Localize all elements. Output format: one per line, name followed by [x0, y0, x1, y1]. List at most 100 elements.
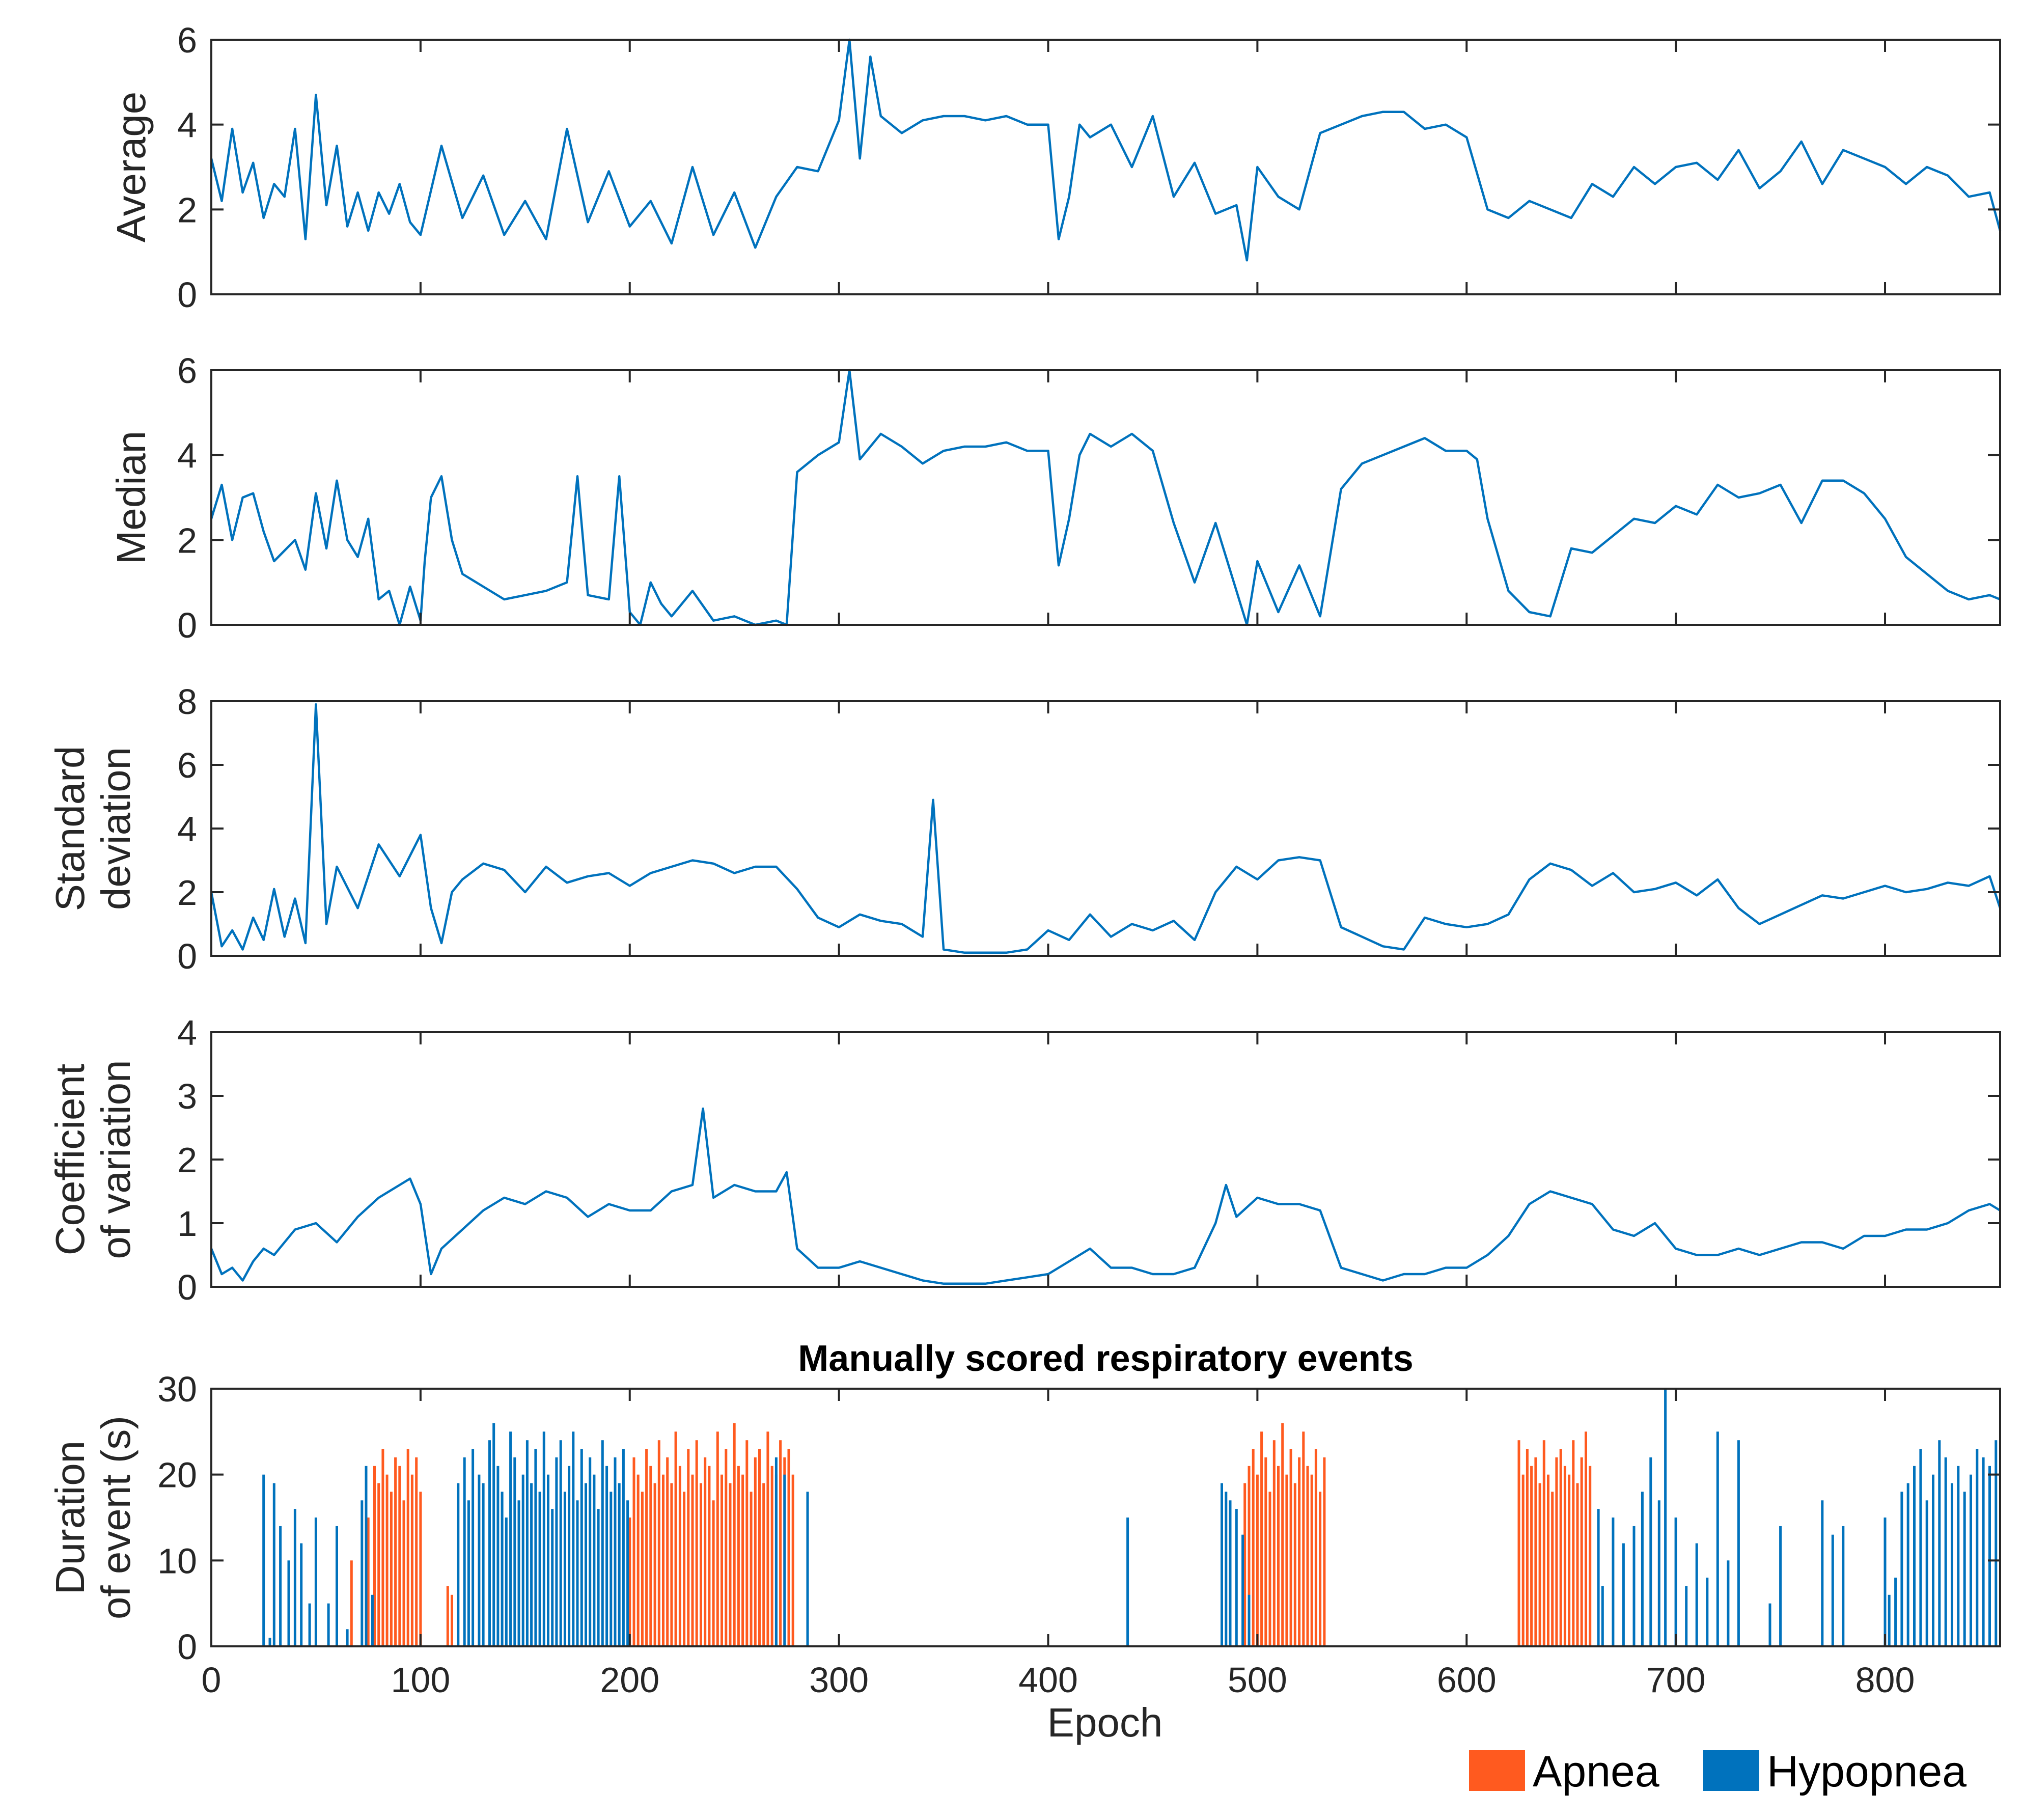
apnea-bar [691, 1474, 694, 1646]
apnea-bar [1252, 1449, 1255, 1646]
hypopnea-bar [1235, 1509, 1238, 1646]
hypopnea-bar [1970, 1474, 1972, 1646]
x-tick-label: 200 [600, 1660, 659, 1700]
axes-box [210, 1031, 2001, 1288]
hypopnea-bar [1695, 1543, 1698, 1646]
apnea-bar [641, 1492, 644, 1646]
y-tick-label: 4 [177, 809, 197, 849]
hypopnea-bar [287, 1560, 290, 1646]
y-tick-label: 20 [157, 1455, 197, 1495]
hypopnea-bar [513, 1457, 516, 1646]
apnea-bar [1264, 1457, 1267, 1646]
x-tick-label: 400 [1018, 1660, 1078, 1700]
axes-box [210, 369, 2001, 626]
hypopnea-bar [517, 1500, 520, 1646]
panel-median: 0 2 4 6 Median [108, 351, 2001, 645]
apnea-bar [662, 1474, 664, 1646]
legend: Apnea Hypopnea [1469, 1747, 1966, 1796]
apnea-bar [657, 1440, 660, 1646]
y-tick-label: 4 [177, 436, 197, 476]
apnea-bar [1277, 1466, 1280, 1646]
apnea-bar [398, 1466, 401, 1646]
apnea-bar [766, 1431, 769, 1646]
hypopnea-bar [1821, 1500, 1824, 1646]
apnea-bar [716, 1431, 719, 1646]
hypopnea-bar [572, 1431, 575, 1646]
y-tick-label: 0 [177, 1627, 197, 1667]
hypopnea-bar [622, 1449, 625, 1646]
apnea-bar [762, 1483, 765, 1646]
axes-box [210, 39, 2001, 295]
y-axis-label: Duration [47, 1441, 93, 1594]
hypopnea-bar [585, 1483, 587, 1646]
apnea-bar [683, 1492, 686, 1646]
hypopnea-bar [589, 1457, 592, 1646]
apnea-bar [636, 1474, 640, 1646]
apnea-bar [721, 1474, 723, 1646]
apnea-bar [402, 1500, 405, 1646]
hypopnea-bar [1641, 1492, 1644, 1646]
apnea-bar [787, 1449, 790, 1646]
hypopnea-bar [1727, 1560, 1730, 1646]
hypopnea-bar [1888, 1594, 1891, 1646]
apnea-bar [750, 1492, 753, 1646]
hypopnea-bar [774, 1457, 778, 1646]
hypopnea-bar [1649, 1457, 1652, 1646]
series-line-median [210, 369, 2001, 626]
hypopnea-bar [568, 1466, 571, 1646]
hypopnea-bar [1768, 1603, 1771, 1646]
apnea-bar [1302, 1431, 1305, 1646]
hypopnea-bar [597, 1509, 600, 1646]
x-tick-label: 600 [1437, 1660, 1497, 1700]
hypopnea-bar [1597, 1509, 1600, 1646]
hypopnea-bar [1779, 1526, 1782, 1646]
series-line-cv [210, 1107, 2001, 1285]
hypopnea-bar [365, 1466, 368, 1646]
apnea-bar [394, 1457, 397, 1646]
hypopnea-bar [1951, 1483, 1953, 1646]
apnea-bar [770, 1466, 773, 1646]
apnea-bar [700, 1483, 702, 1646]
panel-average: 0 2 4 6 Average [108, 20, 2002, 315]
hypopnea-bar [1963, 1492, 1966, 1646]
apnea-bar [674, 1431, 677, 1646]
y-tick-label: 10 [157, 1541, 197, 1581]
apnea-bar [1568, 1474, 1571, 1646]
y-tick-label: 0 [177, 275, 197, 315]
hypopnea-bar [488, 1440, 491, 1646]
hypopnea-bar [492, 1423, 495, 1646]
hypopnea-bar [547, 1474, 549, 1646]
x-tick-label: 700 [1646, 1660, 1706, 1700]
y-tick-label: 6 [177, 351, 197, 391]
y-axis-label: Average [108, 92, 154, 243]
x-tick-label: 0 [202, 1660, 221, 1700]
apnea-bar [1580, 1457, 1583, 1646]
apnea-bar [666, 1457, 669, 1646]
legend-apnea-label: Apnea [1533, 1747, 1659, 1796]
apnea-bar [390, 1492, 393, 1646]
hypopnea-bar [783, 1474, 786, 1646]
apnea-bar [1243, 1483, 1247, 1646]
y-tick-label: 2 [177, 873, 197, 913]
y-tick-label: 6 [177, 20, 197, 60]
hypopnea-bar [505, 1518, 508, 1646]
hypopnea-bar [300, 1543, 303, 1646]
apnea-bar [1542, 1440, 1545, 1646]
y-axis-label: of variation [93, 1060, 139, 1259]
hypopnea-bar [1737, 1440, 1740, 1646]
hypopnea-bar [314, 1518, 317, 1646]
hypopnea-bar [1944, 1457, 1947, 1646]
hypopnea-bar [593, 1474, 596, 1646]
apnea-bar [1572, 1440, 1575, 1646]
x-tick-label: 800 [1855, 1660, 1915, 1700]
hypopnea-bar [272, 1483, 275, 1646]
hypopnea-bar [463, 1457, 466, 1646]
apnea-bar [1555, 1457, 1558, 1646]
hypopnea-bar [1976, 1449, 1979, 1646]
hypopnea-bar [371, 1594, 374, 1646]
apnea-bar [1310, 1474, 1313, 1646]
apnea-bar [1521, 1474, 1525, 1646]
hypopnea-bar [1716, 1431, 1719, 1646]
y-tick-label: 4 [177, 105, 197, 145]
hypopnea-bar [551, 1509, 554, 1646]
